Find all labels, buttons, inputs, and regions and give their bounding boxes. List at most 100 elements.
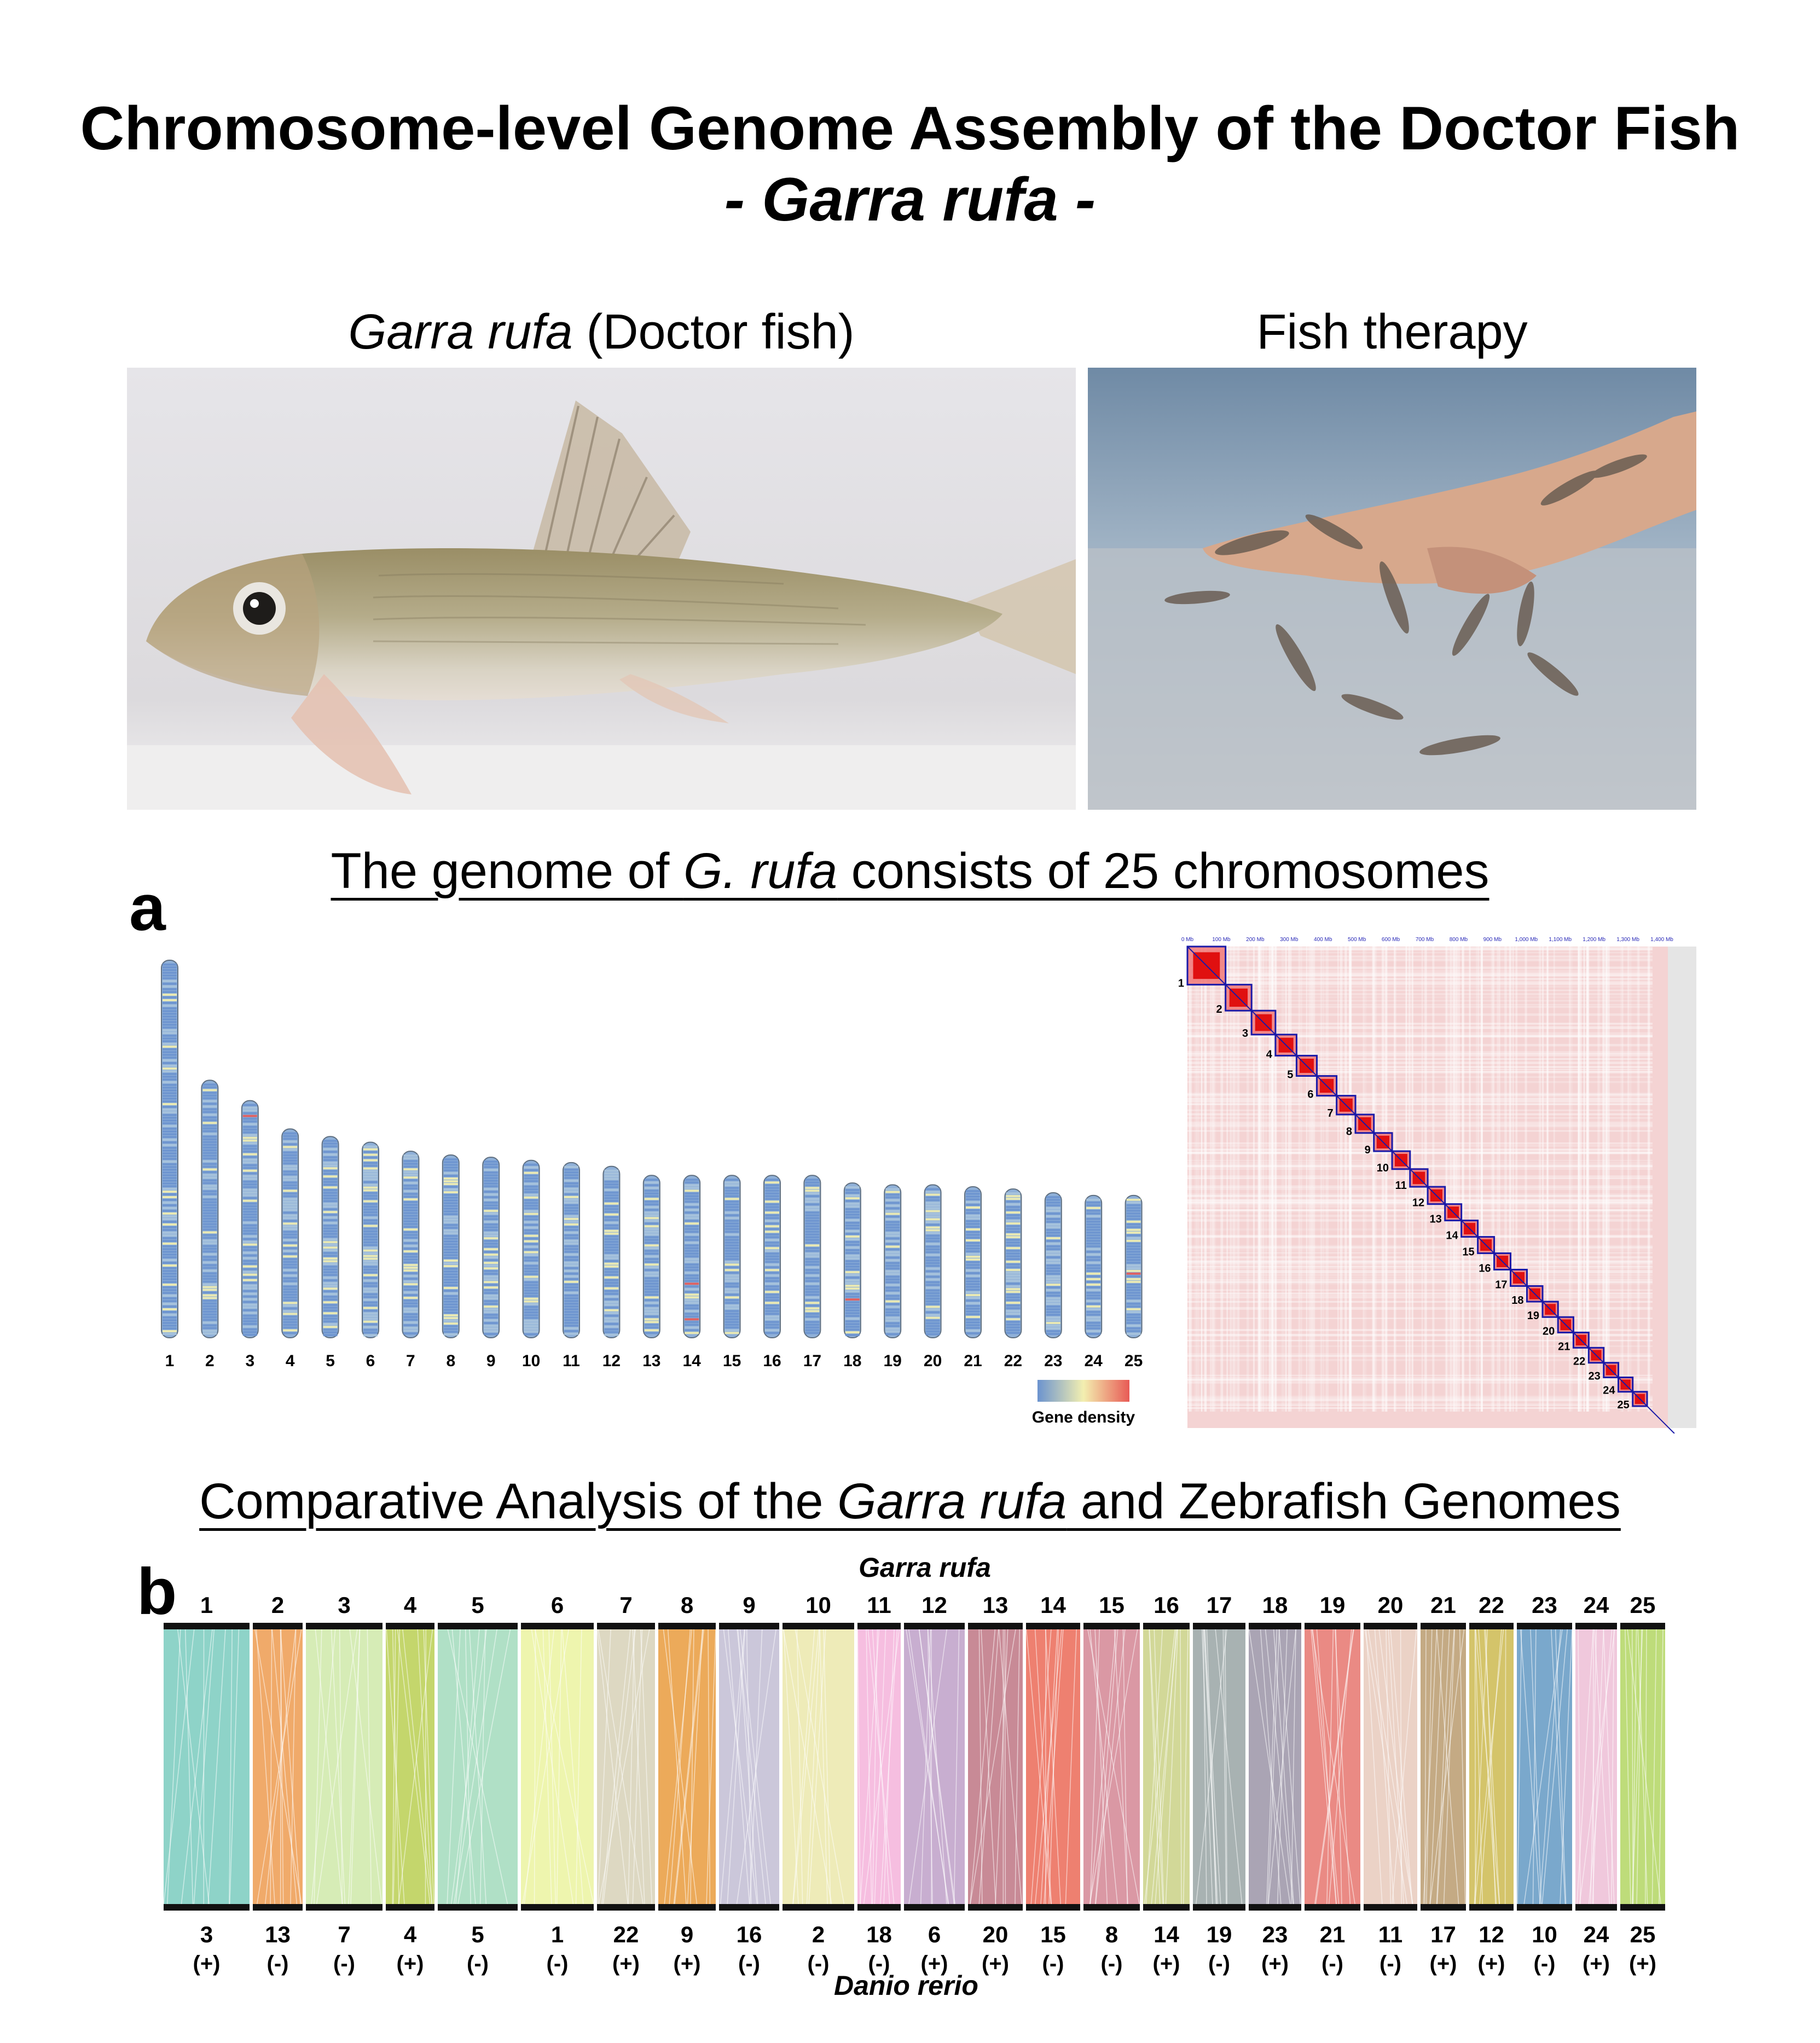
hic-block-label: 2 (1216, 1003, 1222, 1015)
garra-chromosome-label: 9 (743, 1592, 755, 1618)
hic-block-21: 21 (1558, 1331, 1590, 1353)
strand-label: (-) (267, 1952, 289, 1976)
hic-block-label: 24 (1603, 1385, 1615, 1397)
top-species-label: Garra rufa (859, 1552, 991, 1583)
garra-chromosome-label: 8 (681, 1592, 693, 1618)
hic-axis-tick: 1,000 Mb (1515, 937, 1538, 943)
strand-label: (+) (397, 1952, 424, 1976)
chromosome-label: 20 (924, 1352, 942, 1370)
synteny-link-24 (1575, 1629, 1617, 1905)
hic-block-label: 17 (1495, 1279, 1507, 1291)
strand-label: (-) (868, 1952, 890, 1976)
chromosome-17 (803, 1175, 821, 1338)
hic-block-label: 3 (1242, 1028, 1248, 1040)
chromosome-label: 21 (964, 1352, 982, 1370)
strand-label: (-) (1208, 1952, 1230, 1976)
chromosome-12 (602, 1165, 621, 1338)
chromosome-9 (482, 1157, 500, 1338)
chromosome-label: 14 (683, 1352, 702, 1370)
danio-chromosome-label: 12 (1479, 1922, 1504, 1947)
danio-chromosome-label: 6 (928, 1922, 941, 1947)
synteny-link-5 (438, 1629, 518, 1905)
chromosome-6 (362, 1141, 379, 1338)
danio-chromosome-label: 11 (1378, 1922, 1402, 1947)
danio-chromosome-label: 20 (983, 1922, 1008, 1947)
figure-title: Chromosome-level Genome Assembly of the … (0, 93, 1820, 235)
synteny-link-8 (658, 1629, 716, 1905)
strand-label: (+) (674, 1952, 701, 1976)
chromosome-15 (723, 1175, 741, 1338)
garra-chromosome-label: 7 (619, 1592, 632, 1618)
panel-b-caption: Comparative Analysis of the Garra rufa a… (199, 1473, 1621, 1529)
garra-chromosome-label: 4 (404, 1592, 417, 1618)
hic-axis-tick: 1,400 Mb (1650, 937, 1673, 943)
garra-chromosome-label: 5 (471, 1592, 484, 1618)
garra-chromosome-row: 1 2 3 4 5 6 7 8 9 10 11 12 13 14 15 16 17 18 19 20 21 22 23 24 2… (164, 1592, 1665, 1629)
garra-chromosome-label: 23 (1532, 1592, 1557, 1618)
danio-chromosome-row: 3 (+) 13 (-) 7 (-) 4 (+) 5 (-) 1 (-) 22 (+) 9 (+) 16 (-) 2… (164, 1904, 1665, 1976)
doctor-fish-photo (127, 368, 1076, 810)
hic-axis-tick: 400 Mb (1314, 937, 1332, 943)
chromosome-label: 22 (1004, 1352, 1022, 1370)
chromosome-10 (522, 1159, 540, 1338)
danio-chromosome-label: 13 (265, 1922, 291, 1947)
garra-chromosome-label: 10 (805, 1592, 831, 1618)
hic-axis-ticks: 0 Mb 100 Mb 200 Mb 300 Mb 400 Mb 500 Mb 600 Mb… (1181, 937, 1673, 943)
chromosome-24 (1085, 1194, 1103, 1338)
chromosome-label: 6 (366, 1352, 375, 1370)
danio-chromosome-label: 18 (866, 1922, 892, 1947)
danio-chromosome-label: 1 (551, 1922, 564, 1947)
danio-chromosome-label: 5 (471, 1922, 484, 1947)
strand-label: (+) (1261, 1952, 1289, 1976)
garra-chromosome-label: 1 (200, 1592, 213, 1618)
strand-label: (+) (1478, 1952, 1505, 1976)
garra-chromosome-label: 17 (1207, 1592, 1232, 1618)
strand-label: (-) (1534, 1952, 1556, 1976)
danio-chromosome-label: 23 (1262, 1922, 1288, 1947)
strand-label: (-) (738, 1952, 760, 1976)
chromosome-label: 9 (486, 1352, 496, 1370)
synteny-link-20 (1364, 1629, 1417, 1905)
synteny-link-16 (1143, 1629, 1190, 1905)
hic-block-label: 25 (1617, 1399, 1629, 1411)
garra-chromosome-label: 25 (1630, 1592, 1656, 1618)
hic-block-label: 21 (1558, 1340, 1570, 1353)
danio-chromosome-label: 21 (1320, 1922, 1346, 1947)
synteny-link-23 (1517, 1629, 1573, 1905)
hic-block-label: 12 (1412, 1197, 1424, 1209)
garra-chromosome-label: 22 (1479, 1592, 1504, 1618)
strand-label: (+) (1430, 1952, 1457, 1976)
synteny-link-11 (857, 1629, 901, 1905)
danio-chromosome-label: 4 (404, 1922, 417, 1947)
synteny-link-17 (1193, 1629, 1245, 1905)
panel-a-caption: The genome of G. rufa consists of 25 chr… (331, 843, 1489, 899)
chromosome-18 (843, 1182, 861, 1338)
hic-block-label: 11 (1395, 1180, 1407, 1192)
danio-chromosome-label: 15 (1040, 1922, 1066, 1947)
chromosome-22 (1004, 1188, 1022, 1338)
synteny-bands (163, 1629, 1665, 1905)
strand-label: (-) (547, 1952, 569, 1976)
hic-block-label: 19 (1527, 1310, 1539, 1322)
photo-right-title: Fish therapy (1256, 305, 1528, 359)
garra-chromosome-label: 18 (1262, 1592, 1288, 1618)
chromosome-13 (642, 1175, 660, 1338)
chromosome-3 (241, 1100, 259, 1338)
gene-density-legend-label: Gene density (1032, 1408, 1135, 1426)
garra-chromosome-label: 20 (1378, 1592, 1404, 1618)
hic-block-label: 7 (1327, 1107, 1333, 1119)
chromosome-label: 10 (522, 1352, 540, 1370)
garra-chromosome-label: 13 (983, 1592, 1008, 1618)
synteny-link-9 (719, 1629, 779, 1905)
panel-a-label: a (129, 871, 166, 944)
hic-block-label: 6 (1307, 1089, 1313, 1101)
strand-label: (+) (1153, 1952, 1180, 1976)
gene-density-legend-bar (1037, 1380, 1129, 1402)
strand-label: (+) (193, 1952, 221, 1976)
garra-chromosome-label: 24 (1584, 1592, 1609, 1618)
garra-chromosome-label: 3 (338, 1592, 350, 1618)
chromosome-label: 15 (723, 1352, 741, 1370)
strand-label: (-) (467, 1952, 489, 1976)
chromosome-8 (442, 1154, 460, 1338)
hic-axis-tick: 500 Mb (1348, 937, 1366, 943)
